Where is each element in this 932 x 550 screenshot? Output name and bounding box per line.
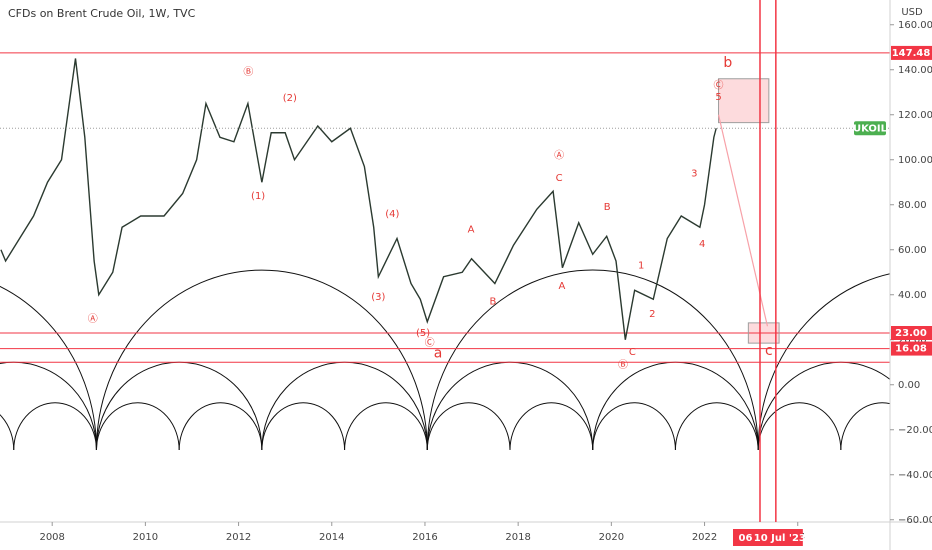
cycle-arc: [840, 402, 890, 451]
y-tick-label: 100.00: [898, 155, 932, 166]
y-tick-label: 0.00: [898, 380, 920, 391]
cycle-arc: [426, 402, 511, 451]
wave-label: A: [559, 281, 566, 292]
wave-label: a: [434, 345, 443, 361]
y-tick-label: 60.00: [898, 245, 927, 256]
wave-label: A: [468, 225, 475, 236]
level-label: 16.08: [895, 344, 927, 355]
cycle-arc: [757, 402, 842, 451]
cycle-arc: [95, 269, 428, 451]
x-tick-label: 2012: [226, 532, 251, 543]
level-label: 23.00: [895, 328, 927, 339]
y-tick-label: 120.00: [898, 110, 932, 121]
y-tick-label: 140.00: [898, 65, 932, 76]
wave-label: c: [765, 343, 773, 359]
cycle-arc: [509, 402, 594, 451]
wave-label: (4): [385, 209, 399, 220]
wave-label: Ⓐ: [88, 313, 98, 325]
x-tick-label: 2014: [319, 532, 344, 543]
y-tick-label: −40.00: [898, 470, 932, 481]
wave-label: Ⓑ: [243, 66, 253, 78]
chart-title: CFDs on Brent Crude Oil, 1W, TVC: [8, 7, 196, 20]
wave-label: (1): [251, 191, 265, 202]
x-tick-label: 2020: [599, 532, 624, 543]
y-tick-label: −60.00: [898, 515, 932, 526]
y-unit: USD: [901, 7, 923, 18]
x-tick-label: 2018: [505, 532, 530, 543]
date-tag: [756, 529, 803, 546]
wave-label: 3: [691, 168, 697, 179]
wave-label: C: [629, 347, 636, 358]
cycle-arc: [344, 402, 428, 451]
x-tick-label: 2008: [39, 532, 64, 543]
price-line: [0, 58, 717, 340]
cycle-arc: [95, 402, 180, 451]
level-tag: [891, 341, 932, 356]
y-tick-label: −20.00: [898, 425, 932, 436]
cycle-arc: [674, 402, 759, 451]
wave-label: B: [604, 202, 611, 213]
cycle-arc: [0, 414, 15, 451]
x-tick-label: 2010: [133, 532, 158, 543]
last-price-name: UKOIL: [853, 123, 888, 134]
cycle-arc: [13, 402, 97, 451]
wave-label: 4: [699, 239, 705, 250]
wave-label: (2): [283, 93, 297, 104]
level-label: 147.48: [892, 48, 931, 59]
x-tick-label: 2016: [412, 532, 437, 543]
wave-label: Ⓒ: [714, 80, 724, 92]
wave-label: Ⓐ: [554, 149, 564, 161]
y-tick-label: 80.00: [898, 200, 927, 211]
wave-label: (3): [371, 292, 385, 303]
wave-label: b: [723, 55, 732, 71]
wave-label: C: [556, 173, 563, 184]
cycle-arc: [592, 402, 676, 451]
cycle-arc: [426, 269, 759, 451]
cycle-arc: [261, 402, 346, 451]
wave-label: Ⓒ: [425, 337, 435, 349]
cycle-arc: [178, 402, 263, 451]
level-tag: [891, 326, 932, 340]
y-tick-label: 160.00: [898, 20, 932, 31]
cycle-arc: [757, 273, 890, 451]
date-label: 10 Jul '23: [754, 533, 806, 544]
wave-label: 1: [638, 261, 644, 272]
y-tick-label: 40.00: [898, 290, 927, 301]
wave-label: 5: [715, 92, 721, 103]
x-tick-label: 2022: [692, 532, 717, 543]
wave-label: Ⓑ: [618, 359, 628, 371]
zone-box: [718, 78, 770, 124]
y-tick-label: 20.00: [898, 335, 927, 346]
wave-label: 2: [649, 309, 655, 320]
level-tag: [891, 45, 932, 60]
wave-label: B: [490, 297, 497, 308]
cycle-arc: [0, 286, 97, 451]
wave-label: (5): [416, 328, 430, 339]
zone-box: [747, 322, 780, 344]
last-price-tag: [854, 121, 886, 136]
date-label: 06: [739, 533, 753, 544]
date-tag: [732, 529, 758, 546]
